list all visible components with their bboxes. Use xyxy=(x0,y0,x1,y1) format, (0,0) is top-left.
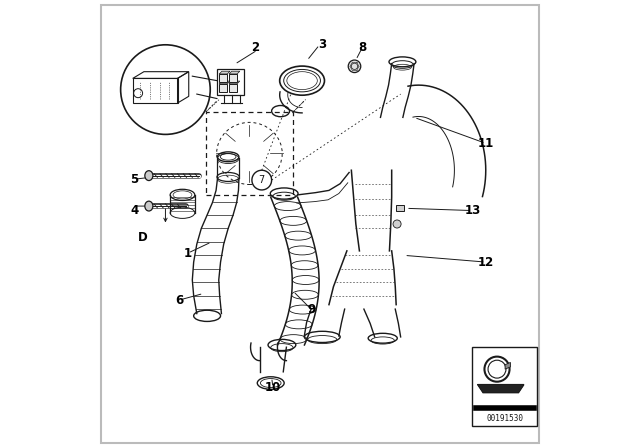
Circle shape xyxy=(348,60,361,73)
Text: 10: 10 xyxy=(265,381,281,394)
Text: 1: 1 xyxy=(184,246,192,260)
Bar xyxy=(472,347,538,426)
Polygon shape xyxy=(220,71,230,74)
Text: 8: 8 xyxy=(358,40,367,54)
Text: 13: 13 xyxy=(464,204,481,217)
Ellipse shape xyxy=(145,171,153,181)
Circle shape xyxy=(252,170,271,190)
Bar xyxy=(220,84,227,92)
Text: 6: 6 xyxy=(175,293,183,307)
Polygon shape xyxy=(477,384,524,392)
Bar xyxy=(396,205,404,211)
Bar xyxy=(220,74,227,82)
Text: 5: 5 xyxy=(130,172,138,186)
Circle shape xyxy=(393,220,401,228)
Text: 7: 7 xyxy=(259,175,265,185)
Text: 12: 12 xyxy=(477,255,494,269)
Polygon shape xyxy=(505,362,511,369)
Text: 00191530: 00191530 xyxy=(486,414,524,423)
Text: 2: 2 xyxy=(251,40,259,54)
Text: 11: 11 xyxy=(477,137,494,150)
Polygon shape xyxy=(229,71,240,74)
Text: D: D xyxy=(138,231,148,244)
Bar xyxy=(229,74,237,82)
Bar xyxy=(217,69,244,95)
Polygon shape xyxy=(229,81,240,84)
Ellipse shape xyxy=(145,201,153,211)
Text: 9: 9 xyxy=(307,302,315,316)
Polygon shape xyxy=(220,81,230,84)
Circle shape xyxy=(120,45,210,134)
Bar xyxy=(206,112,293,195)
Bar xyxy=(229,84,237,92)
Text: 4: 4 xyxy=(130,204,138,217)
Text: 3: 3 xyxy=(318,38,326,52)
